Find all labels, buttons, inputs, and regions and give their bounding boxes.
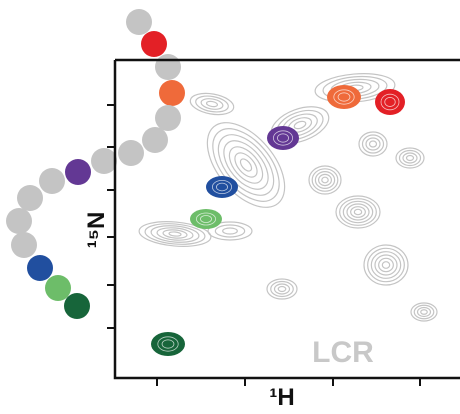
residue-bead [155, 105, 181, 131]
residue-bead [6, 208, 32, 234]
gray-contour [403, 153, 417, 163]
gray-contour [278, 287, 286, 292]
gray-contour [354, 209, 361, 214]
residue-bead [65, 159, 91, 185]
gray-contour [379, 258, 394, 271]
gray-contour [368, 248, 405, 281]
gray-contour [200, 97, 223, 111]
gray-contour [309, 166, 341, 194]
residue-bead [155, 54, 181, 80]
peak [151, 332, 185, 356]
gray-contour [418, 308, 431, 317]
gray-contour [169, 231, 181, 236]
gray-contour [366, 138, 380, 150]
residue-bead [141, 31, 167, 57]
gray-contour [206, 101, 218, 108]
gray-contour [370, 141, 377, 147]
residue-bead [11, 232, 37, 258]
gray-contour [351, 207, 366, 218]
nmr-figure: ¹H ¹⁵N LCR [0, 0, 460, 414]
residue-bead [159, 80, 185, 106]
gray-contour [223, 228, 238, 234]
gray-contour [322, 177, 328, 183]
gray-contour [421, 310, 428, 315]
gray-contour [163, 229, 188, 239]
gray-contour [319, 174, 332, 185]
residue-bead [17, 185, 43, 211]
residue-bead [142, 127, 168, 153]
x-axis-label: ¹H [269, 384, 294, 411]
gray-contour [275, 284, 290, 294]
residue-bead [45, 275, 71, 301]
peak [206, 176, 238, 198]
spectrum-contours [138, 71, 437, 356]
gray-contour [407, 156, 414, 161]
residue-bead [118, 140, 144, 166]
gray-contour [189, 90, 236, 117]
gray-contour [340, 199, 377, 226]
residue-bead [126, 9, 152, 35]
peak [375, 89, 405, 115]
gray-contour [215, 225, 244, 237]
residue-chain [6, 9, 185, 319]
y-axis-label: ¹⁵N [83, 212, 110, 249]
gray-contour [364, 245, 408, 285]
gray-contour [293, 120, 306, 130]
annotation: LCR [312, 336, 374, 369]
residue-bead [91, 148, 117, 174]
gray-contour [371, 252, 400, 279]
peak [190, 209, 222, 229]
gray-contour [382, 262, 389, 269]
residue-bead [39, 168, 65, 194]
residue-bead [64, 293, 90, 319]
peak [267, 126, 299, 150]
residue-bead [27, 255, 53, 281]
peak [327, 85, 361, 109]
